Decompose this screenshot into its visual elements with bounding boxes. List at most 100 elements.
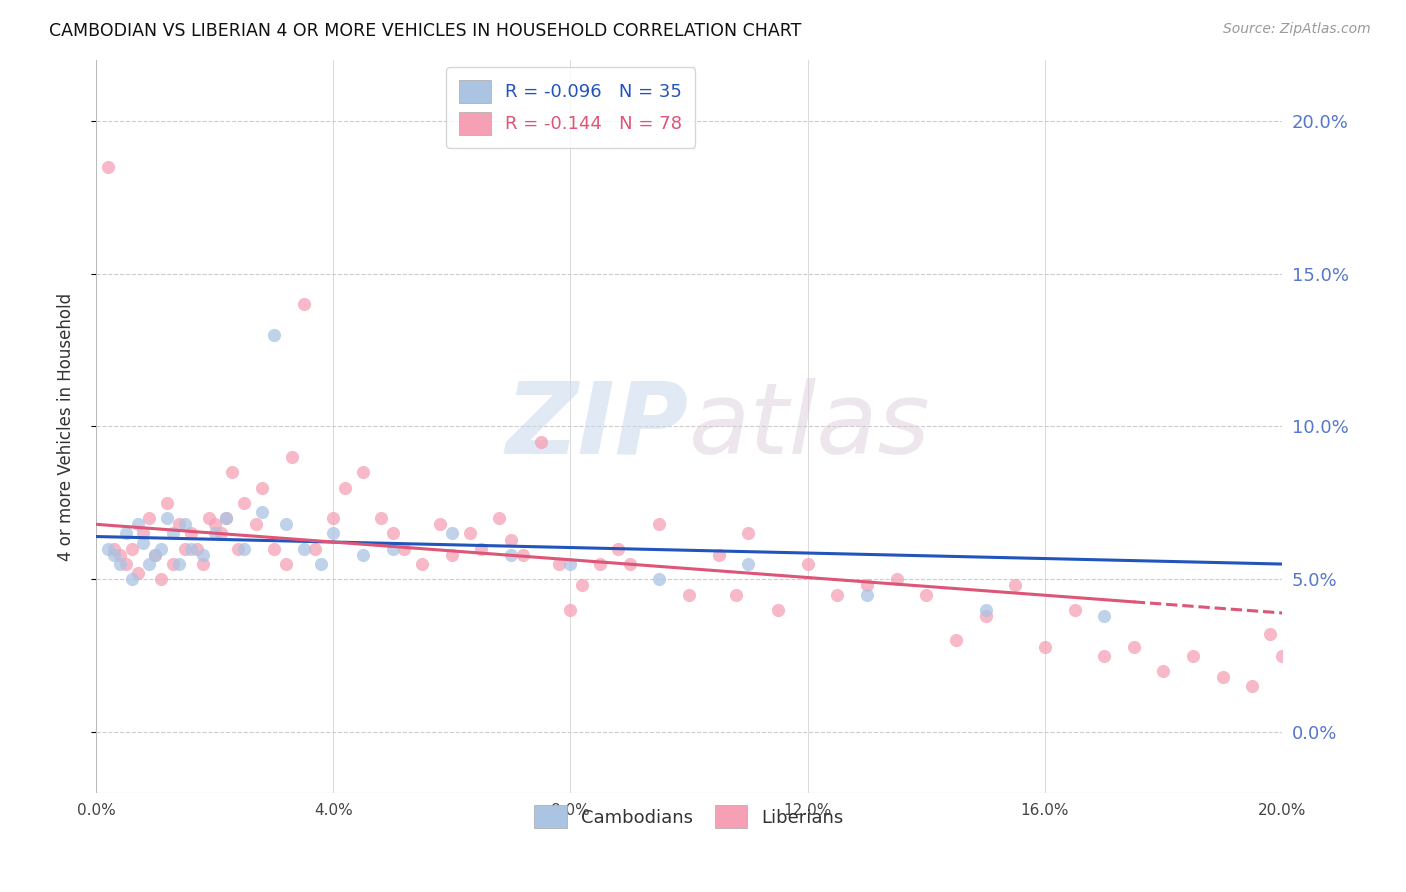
Point — [411, 557, 433, 571]
Text: ZIP: ZIP — [506, 378, 689, 475]
Point — [1212, 670, 1234, 684]
Point — [311, 557, 333, 571]
Point — [560, 603, 582, 617]
Point — [915, 588, 938, 602]
Point — [186, 541, 208, 556]
Point — [796, 557, 818, 571]
Point — [512, 548, 534, 562]
Point — [191, 557, 214, 571]
Point — [1004, 578, 1026, 592]
Point — [215, 511, 238, 525]
Point — [827, 588, 849, 602]
Point — [429, 517, 451, 532]
Point — [204, 526, 226, 541]
Point — [678, 588, 700, 602]
Point — [1241, 679, 1264, 693]
Point — [114, 526, 136, 541]
Point — [292, 541, 315, 556]
Text: Source: ZipAtlas.com: Source: ZipAtlas.com — [1223, 22, 1371, 37]
Point — [233, 496, 256, 510]
Point — [1092, 648, 1115, 663]
Point — [352, 466, 374, 480]
Text: atlas: atlas — [689, 378, 931, 475]
Point — [1271, 648, 1294, 663]
Point — [162, 526, 184, 541]
Point — [501, 548, 523, 562]
Point — [547, 557, 569, 571]
Point — [97, 160, 120, 174]
Point — [103, 548, 125, 562]
Point — [974, 603, 997, 617]
Point — [191, 548, 214, 562]
Point — [250, 505, 273, 519]
Point — [250, 481, 273, 495]
Point — [127, 566, 149, 581]
Point — [263, 541, 285, 556]
Point — [974, 609, 997, 624]
Point — [215, 511, 238, 525]
Point — [530, 434, 553, 449]
Point — [648, 517, 671, 532]
Point — [292, 297, 315, 311]
Point — [394, 541, 416, 556]
Point — [766, 603, 789, 617]
Y-axis label: 4 or more Vehicles in Household: 4 or more Vehicles in Household — [58, 293, 75, 560]
Point — [204, 517, 226, 532]
Point — [156, 511, 179, 525]
Point — [737, 557, 759, 571]
Point — [138, 557, 160, 571]
Point — [648, 572, 671, 586]
Point — [143, 548, 166, 562]
Point — [458, 526, 481, 541]
Point — [560, 557, 582, 571]
Point — [174, 517, 197, 532]
Point — [606, 541, 628, 556]
Point — [180, 526, 202, 541]
Text: CAMBODIAN VS LIBERIAN 4 OR MORE VEHICLES IN HOUSEHOLD CORRELATION CHART: CAMBODIAN VS LIBERIAN 4 OR MORE VEHICLES… — [49, 22, 801, 40]
Point — [589, 557, 612, 571]
Point — [197, 511, 219, 525]
Point — [209, 526, 232, 541]
Point — [221, 466, 243, 480]
Point — [1182, 648, 1205, 663]
Point — [304, 541, 326, 556]
Point — [501, 533, 523, 547]
Point — [707, 548, 730, 562]
Point — [108, 548, 131, 562]
Point — [228, 541, 250, 556]
Point — [150, 572, 173, 586]
Point — [132, 535, 155, 549]
Point — [333, 481, 356, 495]
Point — [108, 557, 131, 571]
Point — [1063, 603, 1085, 617]
Point — [245, 517, 267, 532]
Point — [381, 526, 404, 541]
Point — [103, 541, 125, 556]
Point — [945, 633, 967, 648]
Point — [174, 541, 197, 556]
Point — [381, 541, 404, 556]
Point — [280, 450, 302, 464]
Point — [571, 578, 593, 592]
Point — [1122, 640, 1144, 654]
Point — [150, 541, 173, 556]
Point — [167, 517, 190, 532]
Point — [263, 327, 285, 342]
Point — [156, 496, 179, 510]
Point — [737, 526, 759, 541]
Point — [167, 557, 190, 571]
Point — [132, 526, 155, 541]
Point — [488, 511, 510, 525]
Point — [1258, 627, 1281, 641]
Point — [274, 557, 297, 571]
Point — [619, 557, 641, 571]
Point — [121, 541, 143, 556]
Point — [886, 572, 908, 586]
Point — [856, 588, 879, 602]
Point — [470, 541, 492, 556]
Point — [114, 557, 136, 571]
Point — [352, 548, 374, 562]
Point — [274, 517, 297, 532]
Point — [162, 557, 184, 571]
Point — [180, 541, 202, 556]
